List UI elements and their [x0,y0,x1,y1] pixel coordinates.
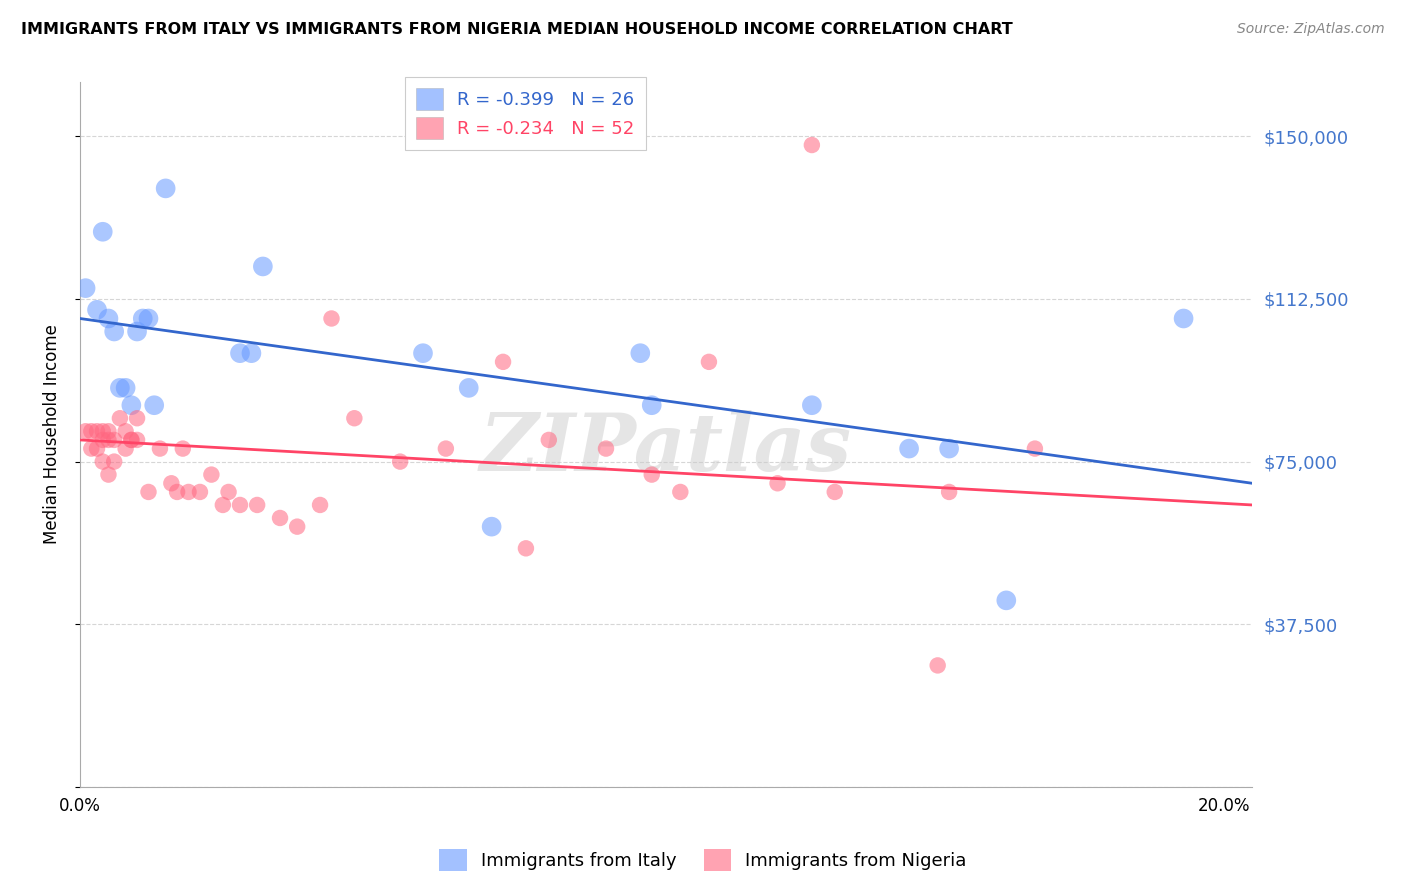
Point [125,411,148,425]
Point [995,593,1018,607]
Point [269,511,291,525]
Point [103,433,125,447]
Point [938,442,960,456]
Point [285,519,308,533]
Point [86,302,108,317]
Point [898,442,921,456]
Point [103,325,125,339]
Point [938,485,960,500]
Point [1024,442,1046,456]
Point [91,424,114,438]
Point [343,411,366,425]
Point [97,424,120,438]
Point [824,485,846,500]
Point [628,346,651,360]
Point [125,433,148,447]
Point [155,181,177,195]
Point [492,355,515,369]
Point [211,498,233,512]
Point [515,541,537,556]
Point [86,442,108,456]
Point [80,442,103,456]
Point [172,442,194,456]
Point [240,346,263,360]
Point [114,381,136,395]
Point [91,454,114,468]
Point [595,442,617,456]
Point [114,424,136,438]
Point [309,498,332,512]
Point [389,454,412,468]
Point [537,433,560,447]
Text: ZIPatlas: ZIPatlas [479,409,852,487]
Point [108,381,131,395]
Point [75,424,97,438]
Point [120,398,142,412]
Point [1173,311,1195,326]
Point [160,476,183,491]
Point [149,442,172,456]
Point [97,467,120,482]
Point [412,346,434,360]
Point [188,485,211,500]
Legend: Immigrants from Italy, Immigrants from Nigeria: Immigrants from Italy, Immigrants from N… [432,842,974,879]
Text: Source: ZipAtlas.com: Source: ZipAtlas.com [1237,22,1385,37]
Legend: R = -0.399   N = 26, R = -0.234   N = 52: R = -0.399 N = 26, R = -0.234 N = 52 [405,77,645,150]
Point [766,476,789,491]
Point [200,467,222,482]
Point [91,433,114,447]
Text: IMMIGRANTS FROM ITALY VS IMMIGRANTS FROM NIGERIA MEDIAN HOUSEHOLD INCOME CORRELA: IMMIGRANTS FROM ITALY VS IMMIGRANTS FROM… [21,22,1012,37]
Point [229,498,252,512]
Point [166,485,188,500]
Point [97,311,120,326]
Point [218,485,240,500]
Point [641,467,664,482]
Point [103,454,125,468]
Point [457,381,479,395]
Point [138,485,160,500]
Point [697,355,720,369]
Point [321,311,343,326]
Point [246,498,269,512]
Point [91,225,114,239]
Point [800,138,823,153]
Point [86,424,108,438]
Point [252,260,274,274]
Point [125,325,148,339]
Point [138,311,160,326]
Point [927,658,949,673]
Point [143,398,166,412]
Point [114,442,136,456]
Point [80,424,103,438]
Point [75,281,97,295]
Point [177,485,200,500]
Point [132,311,155,326]
Point [800,398,823,412]
Point [434,442,457,456]
Point [641,398,664,412]
Point [120,433,142,447]
Y-axis label: Median Household Income: Median Household Income [44,325,60,544]
Point [481,519,503,533]
Point [120,433,142,447]
Point [669,485,692,500]
Point [97,433,120,447]
Point [229,346,252,360]
Point [108,411,131,425]
